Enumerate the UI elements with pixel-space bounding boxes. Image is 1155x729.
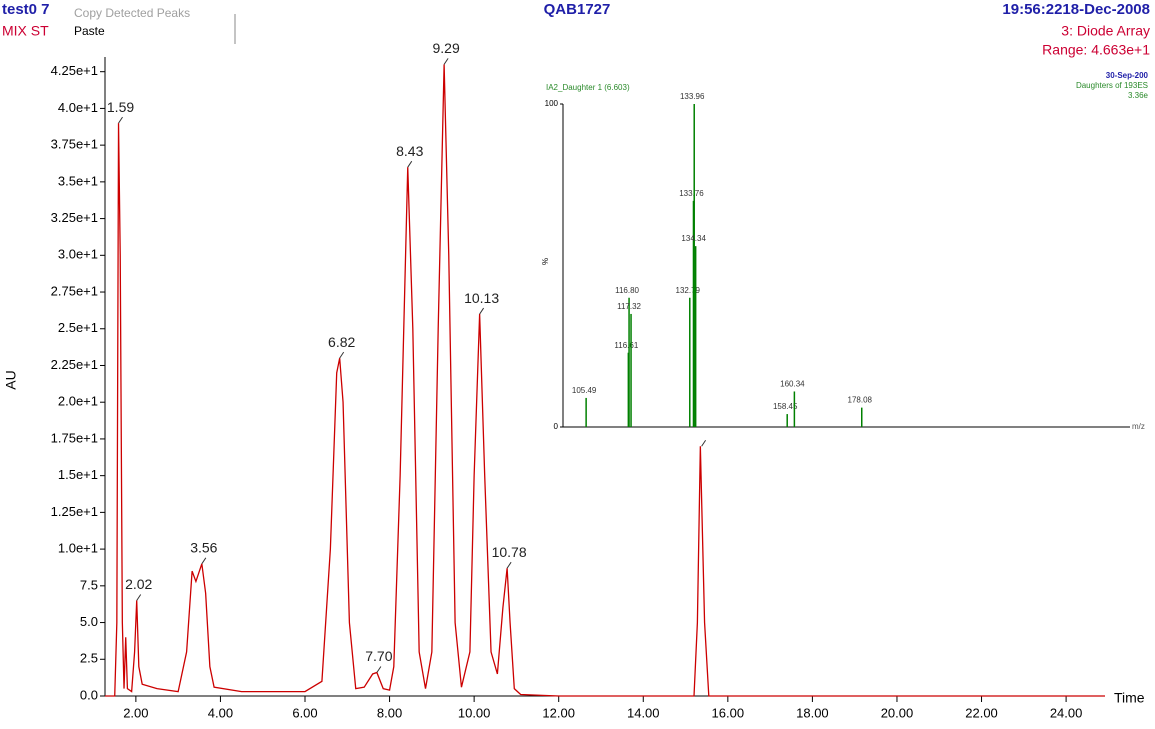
- inset-x-label: m/z: [1132, 422, 1145, 431]
- inset-y-tick-label: 100: [545, 99, 559, 108]
- peak-leader: [479, 307, 485, 315]
- peak-label: 10.13: [464, 290, 499, 306]
- y-tick-label: 7.5: [80, 577, 98, 592]
- x-tick-label: 20.00: [881, 705, 914, 720]
- peak-label: 9.29: [432, 40, 459, 56]
- x-tick-label: 24.00: [1050, 705, 1083, 720]
- x-tick-label: 14.00: [627, 705, 660, 720]
- y-tick-label: 1.0e+1: [58, 541, 98, 556]
- y-tick-label: 2.5e+1: [58, 320, 98, 335]
- x-tick-label: 22.00: [965, 705, 998, 720]
- x-tick-label: 8.00: [377, 705, 402, 720]
- peak-leader: [118, 116, 123, 124]
- sample-description: MIX ST: [2, 23, 49, 39]
- x-tick-label: 10.00: [458, 705, 491, 720]
- spectrum-label: 117.32: [617, 302, 641, 311]
- y-tick-label: 0.0: [80, 687, 98, 702]
- y-tick-label: 3.5e+1: [58, 173, 98, 188]
- y-axis-label: AU: [3, 370, 19, 389]
- y-tick-label: 3.25e+1: [51, 210, 98, 225]
- peak-leader: [407, 160, 413, 168]
- x-tick-label: 2.00: [123, 705, 148, 720]
- menu-item[interactable]: Paste: [74, 24, 105, 38]
- range: Range: 4.663e+1: [1042, 42, 1150, 58]
- spectrum-label: 133.96: [680, 92, 705, 101]
- y-tick-label: 3.0e+1: [58, 247, 98, 262]
- x-tick-label: 6.00: [292, 705, 317, 720]
- menu-item[interactable]: Copy Detected Peaks: [74, 6, 190, 20]
- spectrum-label: 158.45: [773, 402, 798, 411]
- y-tick-label: 2.5: [80, 651, 98, 666]
- peak-leader: [376, 666, 382, 673]
- peak-label: 7.70: [365, 648, 392, 664]
- inset-info: Daughters of 193ES: [1076, 81, 1148, 90]
- trace-name: 3: Diode Array: [1061, 23, 1150, 39]
- spectrum-label: 133.76: [679, 189, 704, 198]
- peak-label: 6.82: [328, 334, 355, 350]
- inset-info: 3.36e: [1128, 91, 1149, 100]
- spectrum-label: 105.49: [572, 386, 597, 395]
- peak-label: 8.43: [396, 143, 423, 159]
- sample-name: test0 7: [2, 1, 50, 18]
- peak-leader: [701, 439, 707, 447]
- y-tick-label: 1.5e+1: [58, 467, 98, 482]
- y-tick-label: 4.0e+1: [58, 100, 98, 115]
- x-axis-label: Time: [1114, 690, 1145, 706]
- timestamp: 19:56:2218-Dec-2008: [1002, 1, 1150, 18]
- spectrum-label: 178.08: [848, 396, 873, 405]
- spectrum-label: 134.34: [681, 234, 706, 243]
- x-tick-label: 16.00: [712, 705, 745, 720]
- x-tick-label: 4.00: [208, 705, 233, 720]
- y-tick-label: 2.0e+1: [58, 394, 98, 409]
- y-tick-label: 1.25e+1: [51, 504, 98, 519]
- peak-leader: [443, 58, 449, 65]
- peak-label: 10.78: [492, 544, 527, 560]
- y-tick-label: 5.0: [80, 614, 98, 629]
- spectrum-label: 116.80: [615, 286, 639, 295]
- inset-y-tick-label: 0: [554, 422, 559, 431]
- inset-y-label: %: [541, 258, 550, 265]
- spectrum-label: 116.61: [614, 341, 638, 350]
- x-tick-label: 18.00: [796, 705, 829, 720]
- y-tick-label: 4.25e+1: [51, 63, 98, 78]
- peak-label: 2.02: [125, 576, 152, 592]
- title: QAB1727: [544, 1, 611, 18]
- inset-info: 30-Sep-200: [1106, 71, 1149, 80]
- peak-label: 3.56: [190, 539, 217, 555]
- y-tick-label: 3.75e+1: [51, 137, 98, 152]
- spectrum-label: 160.34: [780, 380, 805, 389]
- peak-label: 1.59: [107, 99, 134, 115]
- y-tick-label: 2.75e+1: [51, 283, 98, 298]
- peak-leader: [136, 594, 142, 601]
- peak-leader: [339, 351, 345, 359]
- peak-leader: [506, 561, 512, 569]
- inset-title: IA2_Daughter 1 (6.603): [546, 83, 630, 92]
- inset-background: [540, 66, 1152, 436]
- y-tick-label: 2.25e+1: [51, 357, 98, 372]
- context-menu: [64, 0, 236, 44]
- y-tick-label: 1.75e+1: [51, 430, 98, 445]
- peak-leader: [201, 557, 207, 565]
- spectrum-label: 132.79: [676, 286, 701, 295]
- x-tick-label: 12.00: [542, 705, 575, 720]
